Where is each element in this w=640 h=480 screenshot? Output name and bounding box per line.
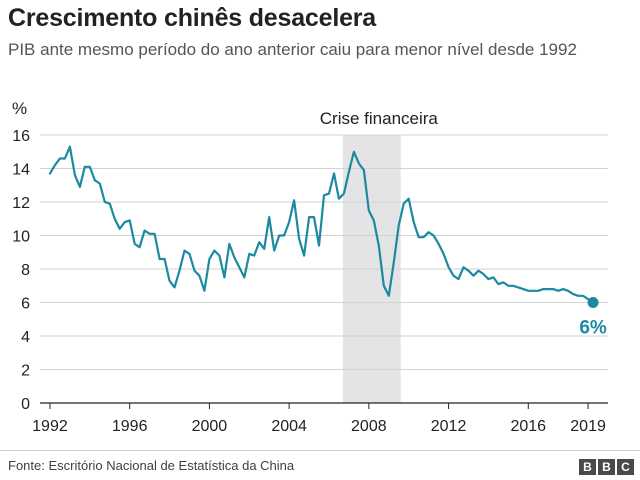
- x-tick-label: 2008: [351, 418, 387, 435]
- crisis-label: Crise financeira: [320, 109, 439, 128]
- gdp-line-chart: % 0 2 4 6 8 10 12 14 16 1992 1996 2000 2004 2008 2012…: [12, 99, 608, 435]
- chart-subtitle: PIB ante mesmo período do ano anterior c…: [8, 40, 577, 59]
- gdp-growth-line: [48, 145, 595, 304]
- series-layer: [48, 145, 599, 308]
- y-tick-labels: 0 2 4 6 8 10 12 14 16: [12, 128, 30, 413]
- gridlines: [40, 134, 608, 404]
- x-tick-label: 1996: [112, 418, 148, 435]
- x-tick-label: 1992: [32, 418, 68, 435]
- x-tick-label: 2016: [510, 418, 546, 435]
- bbc-logo-letter: B: [579, 459, 596, 475]
- bbc-logo-letter: B: [598, 459, 615, 475]
- y-axis-unit-label: %: [12, 99, 27, 118]
- x-tick-label: 2000: [192, 418, 228, 435]
- latest-value-label: 6%: [579, 318, 607, 339]
- footer-divider: [0, 450, 640, 451]
- x-tick-label: 2012: [431, 418, 467, 435]
- y-tick-label: 10: [12, 229, 30, 246]
- y-tick-label: 4: [21, 329, 30, 346]
- bbc-logo: B B C: [579, 459, 634, 475]
- y-tick-label: 8: [21, 262, 30, 279]
- x-tick-label: 2019: [570, 418, 606, 435]
- y-tick-label: 16: [12, 128, 30, 145]
- y-tick-label: 2: [21, 363, 30, 380]
- x-tick-labels: 1992 1996 2000 2004 2008 2012 2016 2019: [32, 403, 606, 435]
- source-note: Fonte: Escritório Nacional de Estatístic…: [8, 458, 295, 473]
- chart-title: Crescimento chinês desacelera: [8, 4, 377, 32]
- annotations: Crise financeira 6%: [320, 109, 607, 339]
- y-tick-label: 6: [21, 296, 30, 313]
- latest-value-point: [587, 297, 599, 308]
- bbc-logo-letter: C: [617, 459, 634, 475]
- y-tick-label: 0: [21, 396, 30, 413]
- y-tick-label: 14: [12, 162, 30, 179]
- x-tick-label: 2004: [271, 418, 307, 435]
- y-tick-label: 12: [12, 195, 30, 212]
